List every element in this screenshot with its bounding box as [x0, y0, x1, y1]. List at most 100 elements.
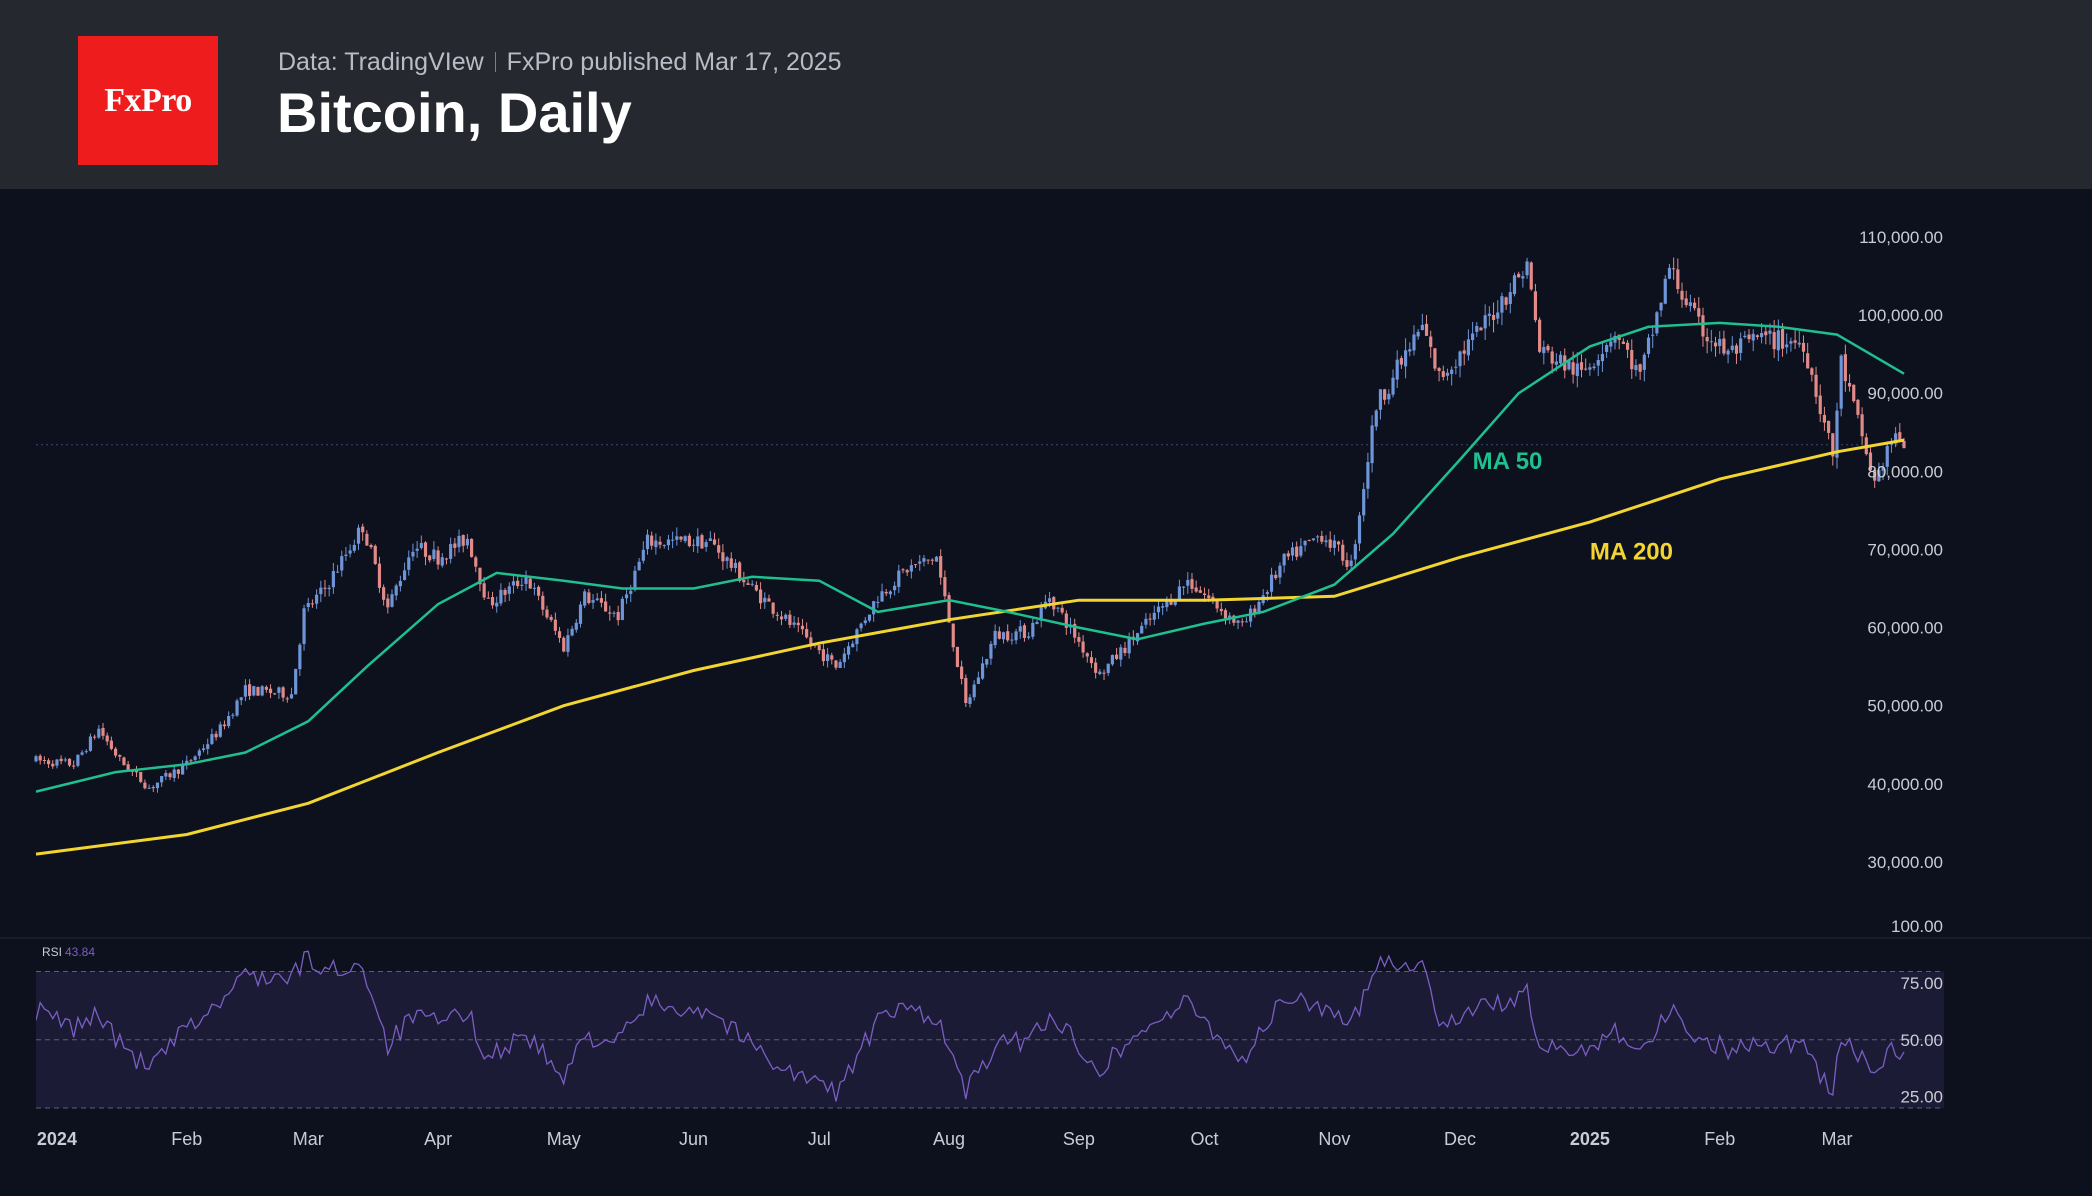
candle: [725, 555, 729, 569]
candle: [746, 579, 750, 586]
candle-body: [805, 629, 809, 638]
candle: [750, 580, 754, 587]
candle-body: [218, 724, 222, 737]
candle-body: [1156, 606, 1161, 613]
candle-body: [394, 585, 398, 596]
time-tick-label: Apr: [424, 1129, 452, 1149]
candle: [210, 728, 214, 746]
candle-body: [268, 688, 273, 694]
candle-body: [624, 594, 629, 599]
candle: [1843, 344, 1847, 392]
candle: [1357, 512, 1362, 552]
candle-body: [1198, 590, 1202, 593]
candle-body: [398, 580, 402, 587]
candle: [105, 732, 109, 746]
candle-body: [1458, 351, 1462, 367]
candle: [1370, 415, 1374, 473]
candle: [562, 636, 566, 653]
candle-body: [457, 535, 461, 548]
candle: [109, 736, 113, 751]
candle-body: [729, 558, 733, 568]
candle-body: [1445, 372, 1450, 376]
candle: [1244, 617, 1249, 623]
candle: [662, 544, 666, 549]
candle-body: [1073, 623, 1077, 638]
candle-body: [315, 594, 319, 604]
candle-body: [1835, 410, 1839, 458]
candle: [930, 558, 934, 566]
candle: [775, 611, 779, 621]
candle: [369, 543, 373, 549]
candle: [201, 744, 206, 753]
candle-body: [1144, 618, 1148, 625]
candle-body: [893, 585, 897, 591]
candle: [599, 591, 604, 608]
candle: [1240, 618, 1244, 627]
candle: [1860, 407, 1864, 445]
candle-body: [524, 577, 528, 584]
candle: [1198, 586, 1202, 594]
candle: [436, 546, 440, 570]
candle-body: [126, 764, 130, 771]
candle-body: [273, 693, 277, 695]
candle: [1621, 338, 1625, 345]
candle-body: [59, 758, 63, 762]
candle-body: [1847, 382, 1852, 387]
candle-body: [1814, 374, 1818, 397]
candle-body: [231, 714, 235, 716]
candle: [951, 623, 955, 652]
candle-body: [612, 612, 616, 614]
candle: [830, 652, 834, 665]
candle-body: [1135, 633, 1140, 642]
candle-body: [139, 771, 143, 782]
candle: [507, 582, 511, 602]
candle-body: [386, 598, 390, 608]
candle: [1324, 535, 1328, 547]
candle-body: [84, 751, 88, 753]
candle-body: [985, 659, 989, 665]
candle: [511, 575, 516, 594]
candle: [1303, 540, 1307, 552]
candle-body: [968, 697, 972, 704]
candle: [1797, 331, 1801, 348]
candle: [721, 544, 725, 571]
candle-body: [1119, 647, 1123, 660]
candle-body: [863, 620, 867, 624]
candle: [976, 671, 980, 685]
candle: [1780, 323, 1785, 357]
candle: [465, 533, 469, 549]
candle: [248, 679, 252, 700]
candle: [1642, 352, 1646, 382]
candle-body: [976, 677, 980, 684]
candle: [1504, 296, 1508, 310]
candle-body: [537, 586, 541, 596]
candle-body: [763, 597, 767, 603]
candle: [1496, 300, 1500, 325]
candle: [1558, 351, 1563, 367]
candle: [1579, 354, 1584, 378]
candle-body: [1575, 363, 1579, 377]
candle: [1638, 363, 1642, 380]
candle-body: [1173, 599, 1177, 605]
candle: [1223, 608, 1228, 625]
candle: [1479, 326, 1483, 331]
candle-body: [901, 569, 905, 571]
candle-body: [1755, 335, 1759, 337]
candle: [356, 524, 361, 550]
candle: [1852, 384, 1856, 403]
candle: [55, 758, 59, 769]
candle: [1533, 283, 1538, 323]
candle: [1462, 340, 1466, 366]
candle-body: [1215, 600, 1219, 609]
candle-body: [80, 752, 84, 755]
candle: [315, 589, 319, 609]
candle: [1022, 623, 1027, 642]
candle-body: [947, 595, 951, 623]
candle-body: [1357, 515, 1362, 544]
candle: [1445, 368, 1450, 381]
candle-body: [955, 646, 960, 667]
candle: [557, 626, 562, 643]
candle-body: [1898, 432, 1902, 440]
candle-body: [1797, 342, 1801, 345]
candle-body: [134, 770, 139, 773]
